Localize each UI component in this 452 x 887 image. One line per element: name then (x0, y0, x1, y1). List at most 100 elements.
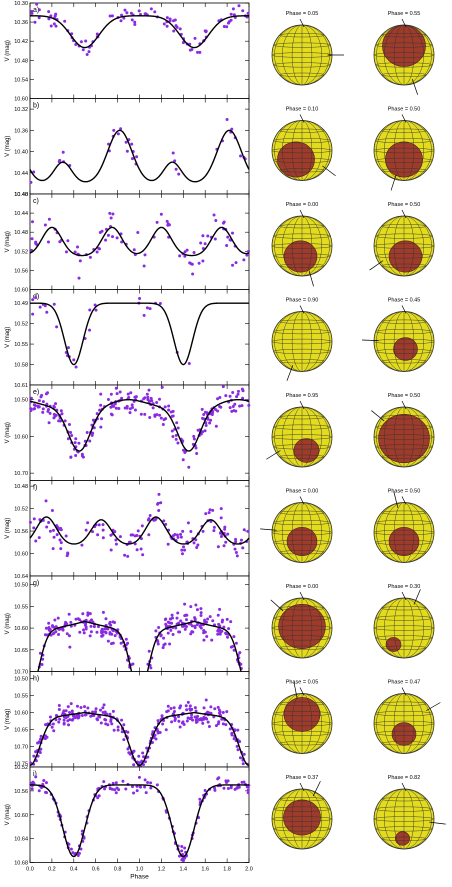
data-point (100, 627, 104, 631)
data-point (122, 723, 126, 727)
data-point (48, 529, 52, 533)
data-point (150, 399, 154, 403)
data-point (246, 788, 250, 792)
data-point (199, 613, 203, 617)
data-point (162, 636, 166, 640)
y-tick-label: 10.65 (14, 648, 28, 654)
data-point (210, 638, 214, 642)
data-point (46, 240, 50, 244)
data-point (52, 729, 56, 733)
data-point (43, 737, 47, 741)
data-point (157, 509, 161, 513)
data-point (61, 150, 65, 154)
data-point (156, 642, 160, 646)
data-point (175, 421, 179, 425)
phase-label: Phase = 0.95 (286, 393, 319, 399)
data-point (181, 439, 185, 443)
data-point (64, 534, 68, 538)
data-point (228, 394, 232, 398)
data-point (143, 253, 147, 257)
data-point (78, 259, 82, 263)
star-model-2: Phase = 0.30 (373, 584, 435, 659)
data-point (206, 710, 210, 714)
data-point (218, 395, 222, 399)
data-point (216, 632, 220, 636)
data-point (238, 404, 242, 408)
model-curve (29, 226, 250, 257)
data-point (219, 516, 223, 520)
data-point (139, 537, 143, 541)
data-point (55, 325, 59, 329)
data-point (47, 10, 51, 14)
data-point (125, 404, 129, 408)
data-point (145, 306, 149, 310)
data-point (241, 546, 245, 550)
data-point (155, 401, 159, 405)
data-point (196, 50, 200, 54)
data-point (213, 786, 217, 790)
data-point (30, 12, 34, 16)
data-point (209, 418, 213, 422)
data-point (62, 709, 66, 713)
data-point (54, 630, 58, 634)
orientation-line (425, 702, 441, 712)
data-point (131, 533, 135, 537)
data-point (43, 304, 47, 308)
data-point (165, 219, 169, 223)
data-point (34, 242, 38, 246)
data-point (216, 613, 220, 617)
data-point (183, 548, 187, 552)
data-point (73, 441, 77, 445)
data-point (189, 632, 193, 636)
data-point (158, 413, 162, 417)
data-point (209, 412, 213, 416)
star-model-2: Phase = 0.82 (373, 775, 446, 850)
data-point (106, 639, 110, 643)
data-point (212, 525, 216, 529)
orientation-line (266, 450, 281, 460)
data-point (130, 785, 134, 789)
data-point (213, 237, 217, 241)
data-point (239, 538, 243, 542)
data-point (242, 258, 246, 262)
data-point (74, 365, 78, 369)
data-point (160, 385, 164, 389)
data-point (208, 615, 212, 619)
data-point (231, 404, 235, 408)
data-point (227, 627, 231, 631)
data-point (211, 619, 215, 623)
data-point (171, 409, 175, 413)
data-point (102, 780, 106, 784)
data-point (48, 715, 52, 719)
rotation-axis (401, 114, 407, 123)
data-point (195, 608, 199, 612)
data-point (139, 785, 143, 789)
data-point (111, 620, 115, 624)
y-tick-label: 10.75 (14, 762, 28, 768)
data-point (226, 779, 230, 783)
y-tick-label: 10.56 (14, 529, 28, 535)
data-point (32, 526, 36, 530)
data-point (235, 395, 239, 399)
data-point (102, 703, 106, 707)
data-point (79, 706, 83, 710)
y-tick-label: 10.49 (14, 301, 28, 307)
plot-frame (29, 289, 250, 386)
data-point (139, 412, 143, 416)
data-point (143, 778, 147, 782)
data-point (170, 429, 174, 433)
data-point (88, 439, 92, 443)
data-point (156, 501, 160, 505)
data-point (106, 723, 110, 727)
model-curve (29, 398, 250, 452)
data-point (183, 450, 187, 454)
data-point (142, 397, 146, 401)
data-point (57, 704, 61, 708)
phase-label: Phase = 0.47 (388, 680, 421, 686)
orientation-line (393, 491, 399, 508)
panel-label: h) (33, 676, 39, 683)
star-model-1: Phase = 0.00 (270, 584, 333, 659)
y-tick-label: 10.68 (14, 861, 28, 867)
orientation-line (390, 174, 397, 191)
data-point (108, 622, 112, 626)
